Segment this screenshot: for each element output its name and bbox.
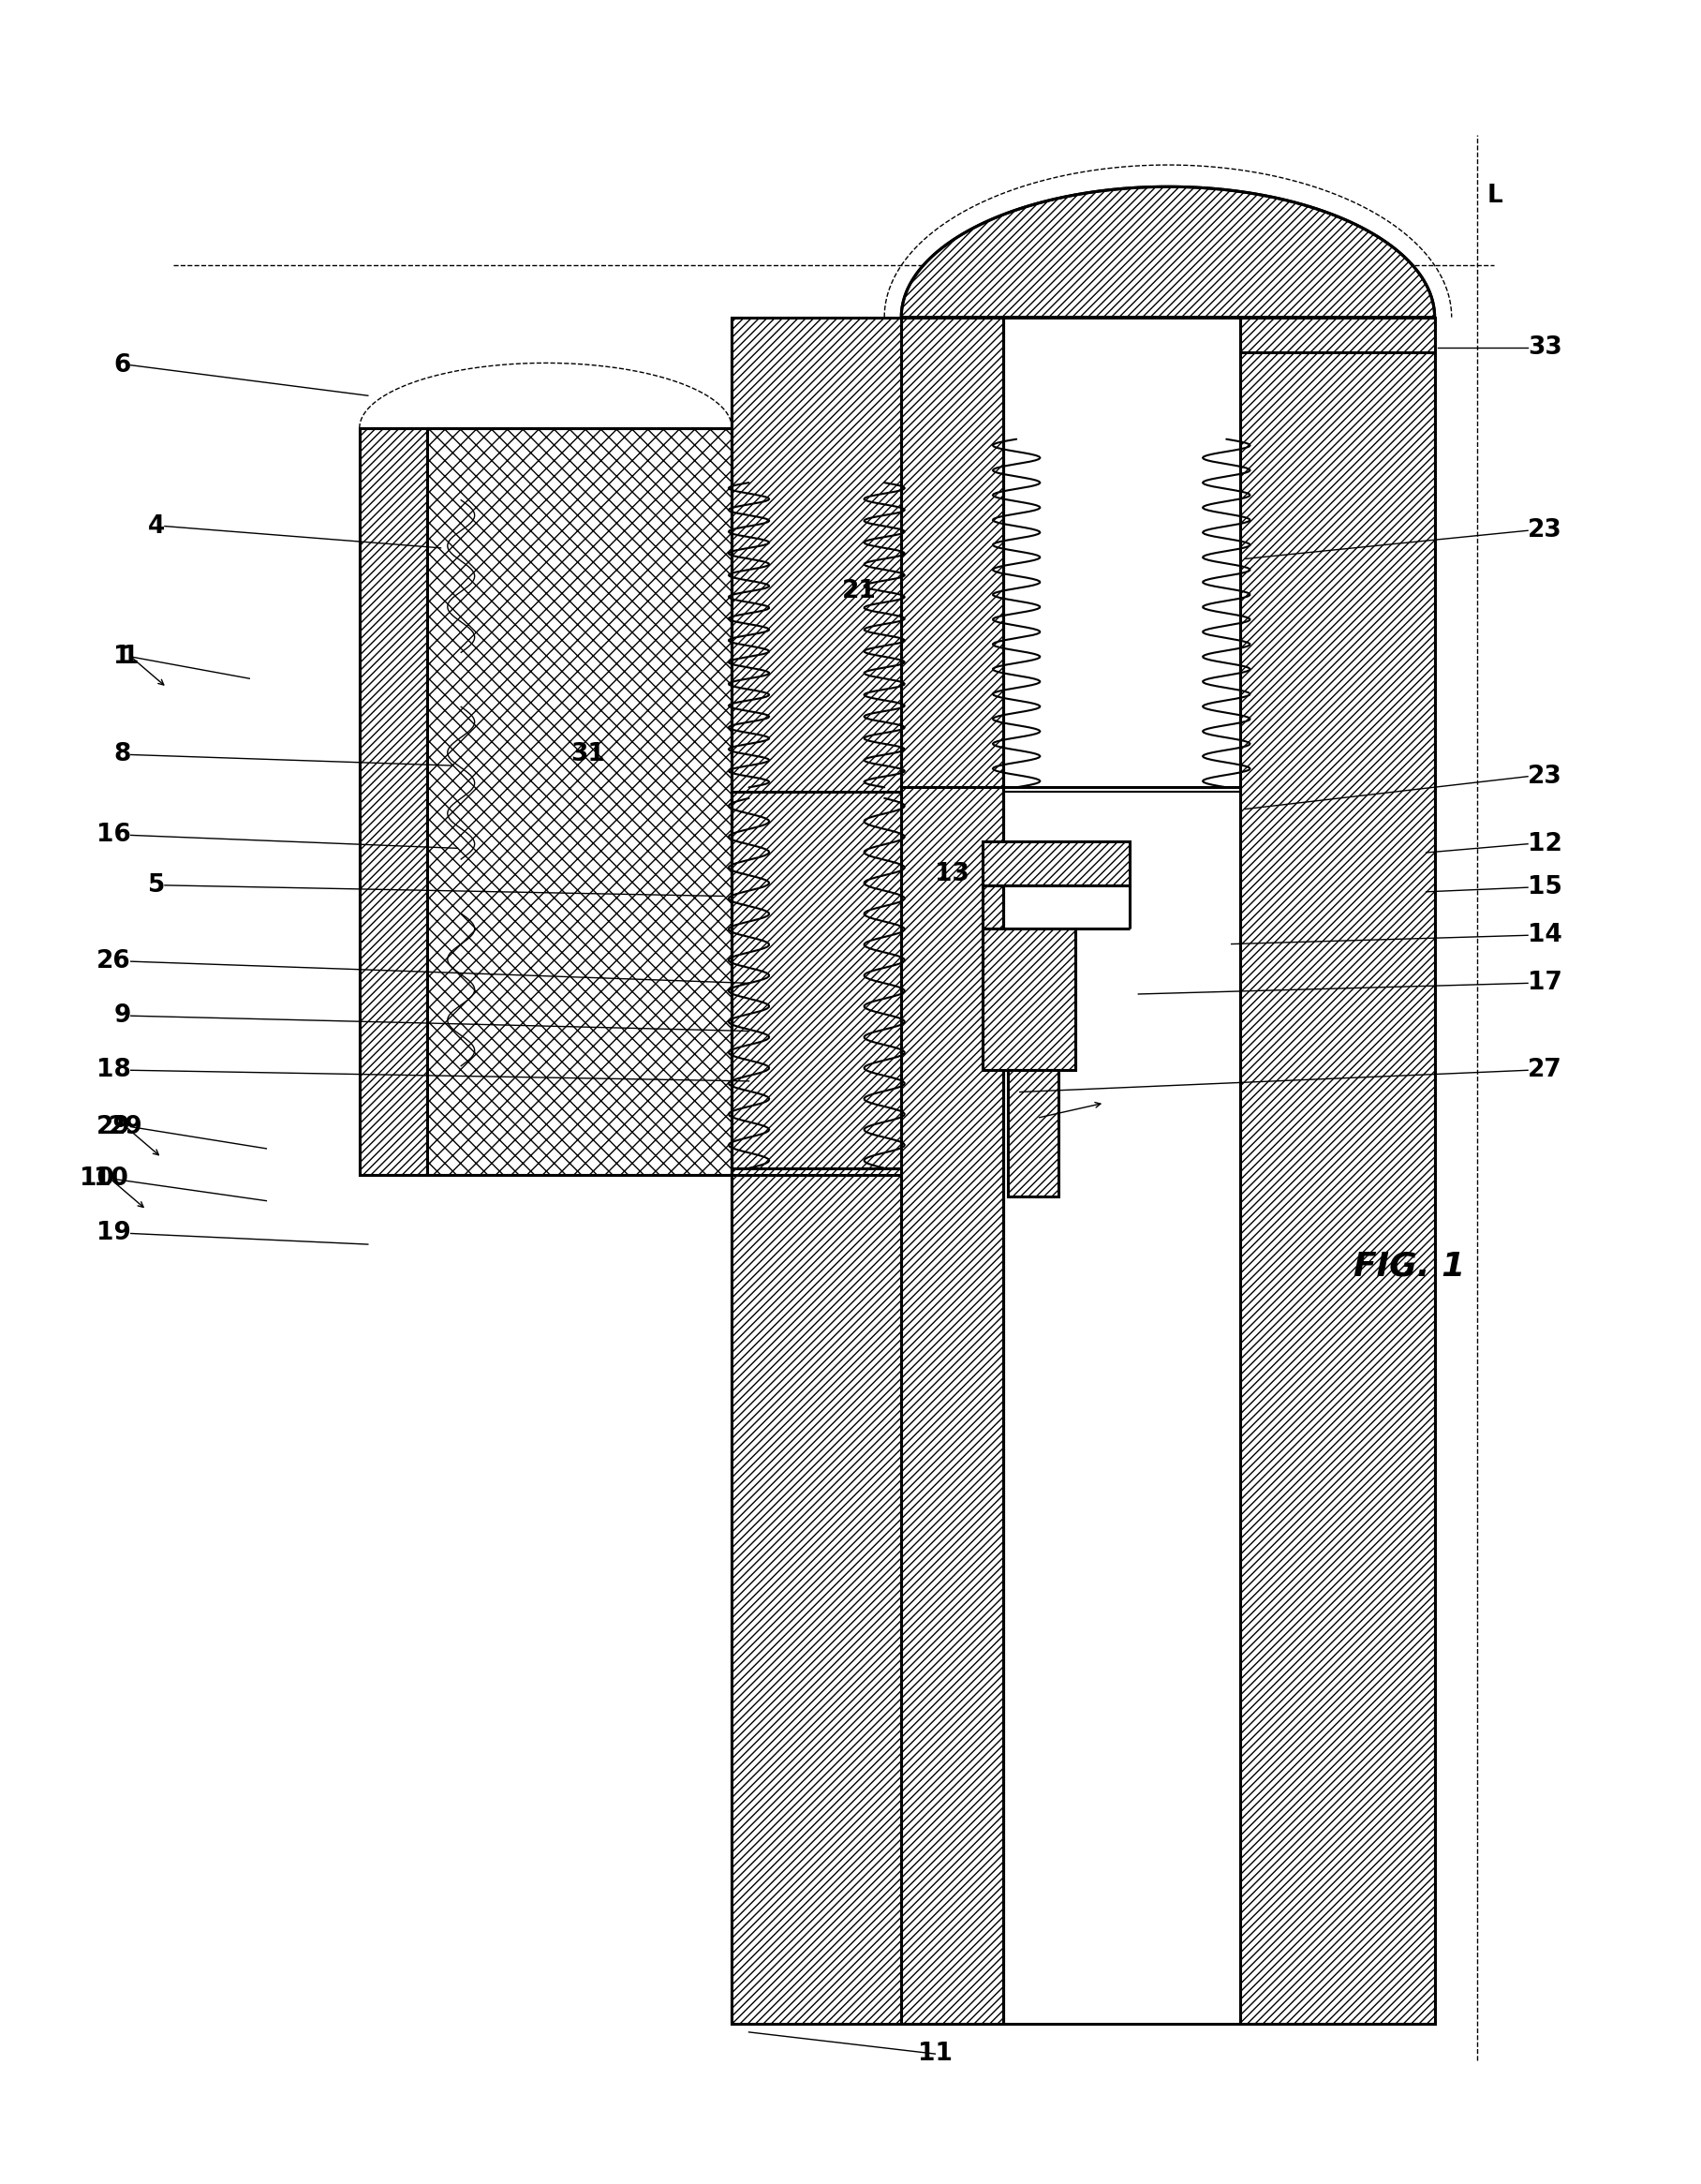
Text: 14: 14 [1527,924,1562,948]
Text: 27: 27 [1527,1057,1562,1083]
Text: 4: 4 [148,513,165,539]
Text: 12: 12 [1527,832,1562,856]
Text: 1: 1 [122,644,139,668]
Text: L: L [1487,183,1502,207]
Text: 5: 5 [148,874,165,898]
Bar [731,317,1004,2022]
Polygon shape [902,186,1434,317]
Text: 1: 1 [114,644,131,668]
Text: 21: 21 [842,579,876,603]
Text: 26: 26 [97,950,131,974]
Bar [1009,1070,1058,1197]
Bar [1004,317,1240,2022]
Text: 6: 6 [114,354,131,378]
Text: 9: 9 [114,1005,131,1029]
Bar [983,928,1075,1070]
Text: 29: 29 [97,1114,131,1140]
Text: 15: 15 [1527,876,1562,900]
Text: 10: 10 [80,1166,114,1190]
Text: 23: 23 [1527,518,1562,542]
Bar [427,428,731,1175]
Text: 29: 29 [109,1114,143,1140]
Text: 11: 11 [919,2042,953,2066]
Text: 23: 23 [1527,764,1562,788]
Bar [902,317,1004,2022]
Bar [359,428,427,1175]
Text: 13: 13 [936,863,970,887]
Text: 31: 31 [572,743,606,767]
Text: 10: 10 [94,1166,128,1190]
Bar [983,841,1129,885]
Text: 33: 33 [1527,336,1562,360]
Text: 18: 18 [97,1057,131,1083]
Text: 17: 17 [1527,972,1562,996]
Text: 8: 8 [114,743,131,767]
Bar [1240,317,1434,2022]
Text: 16: 16 [97,823,131,847]
Text: 19: 19 [97,1221,131,1245]
Text: FIG. 1: FIG. 1 [1354,1249,1465,1282]
